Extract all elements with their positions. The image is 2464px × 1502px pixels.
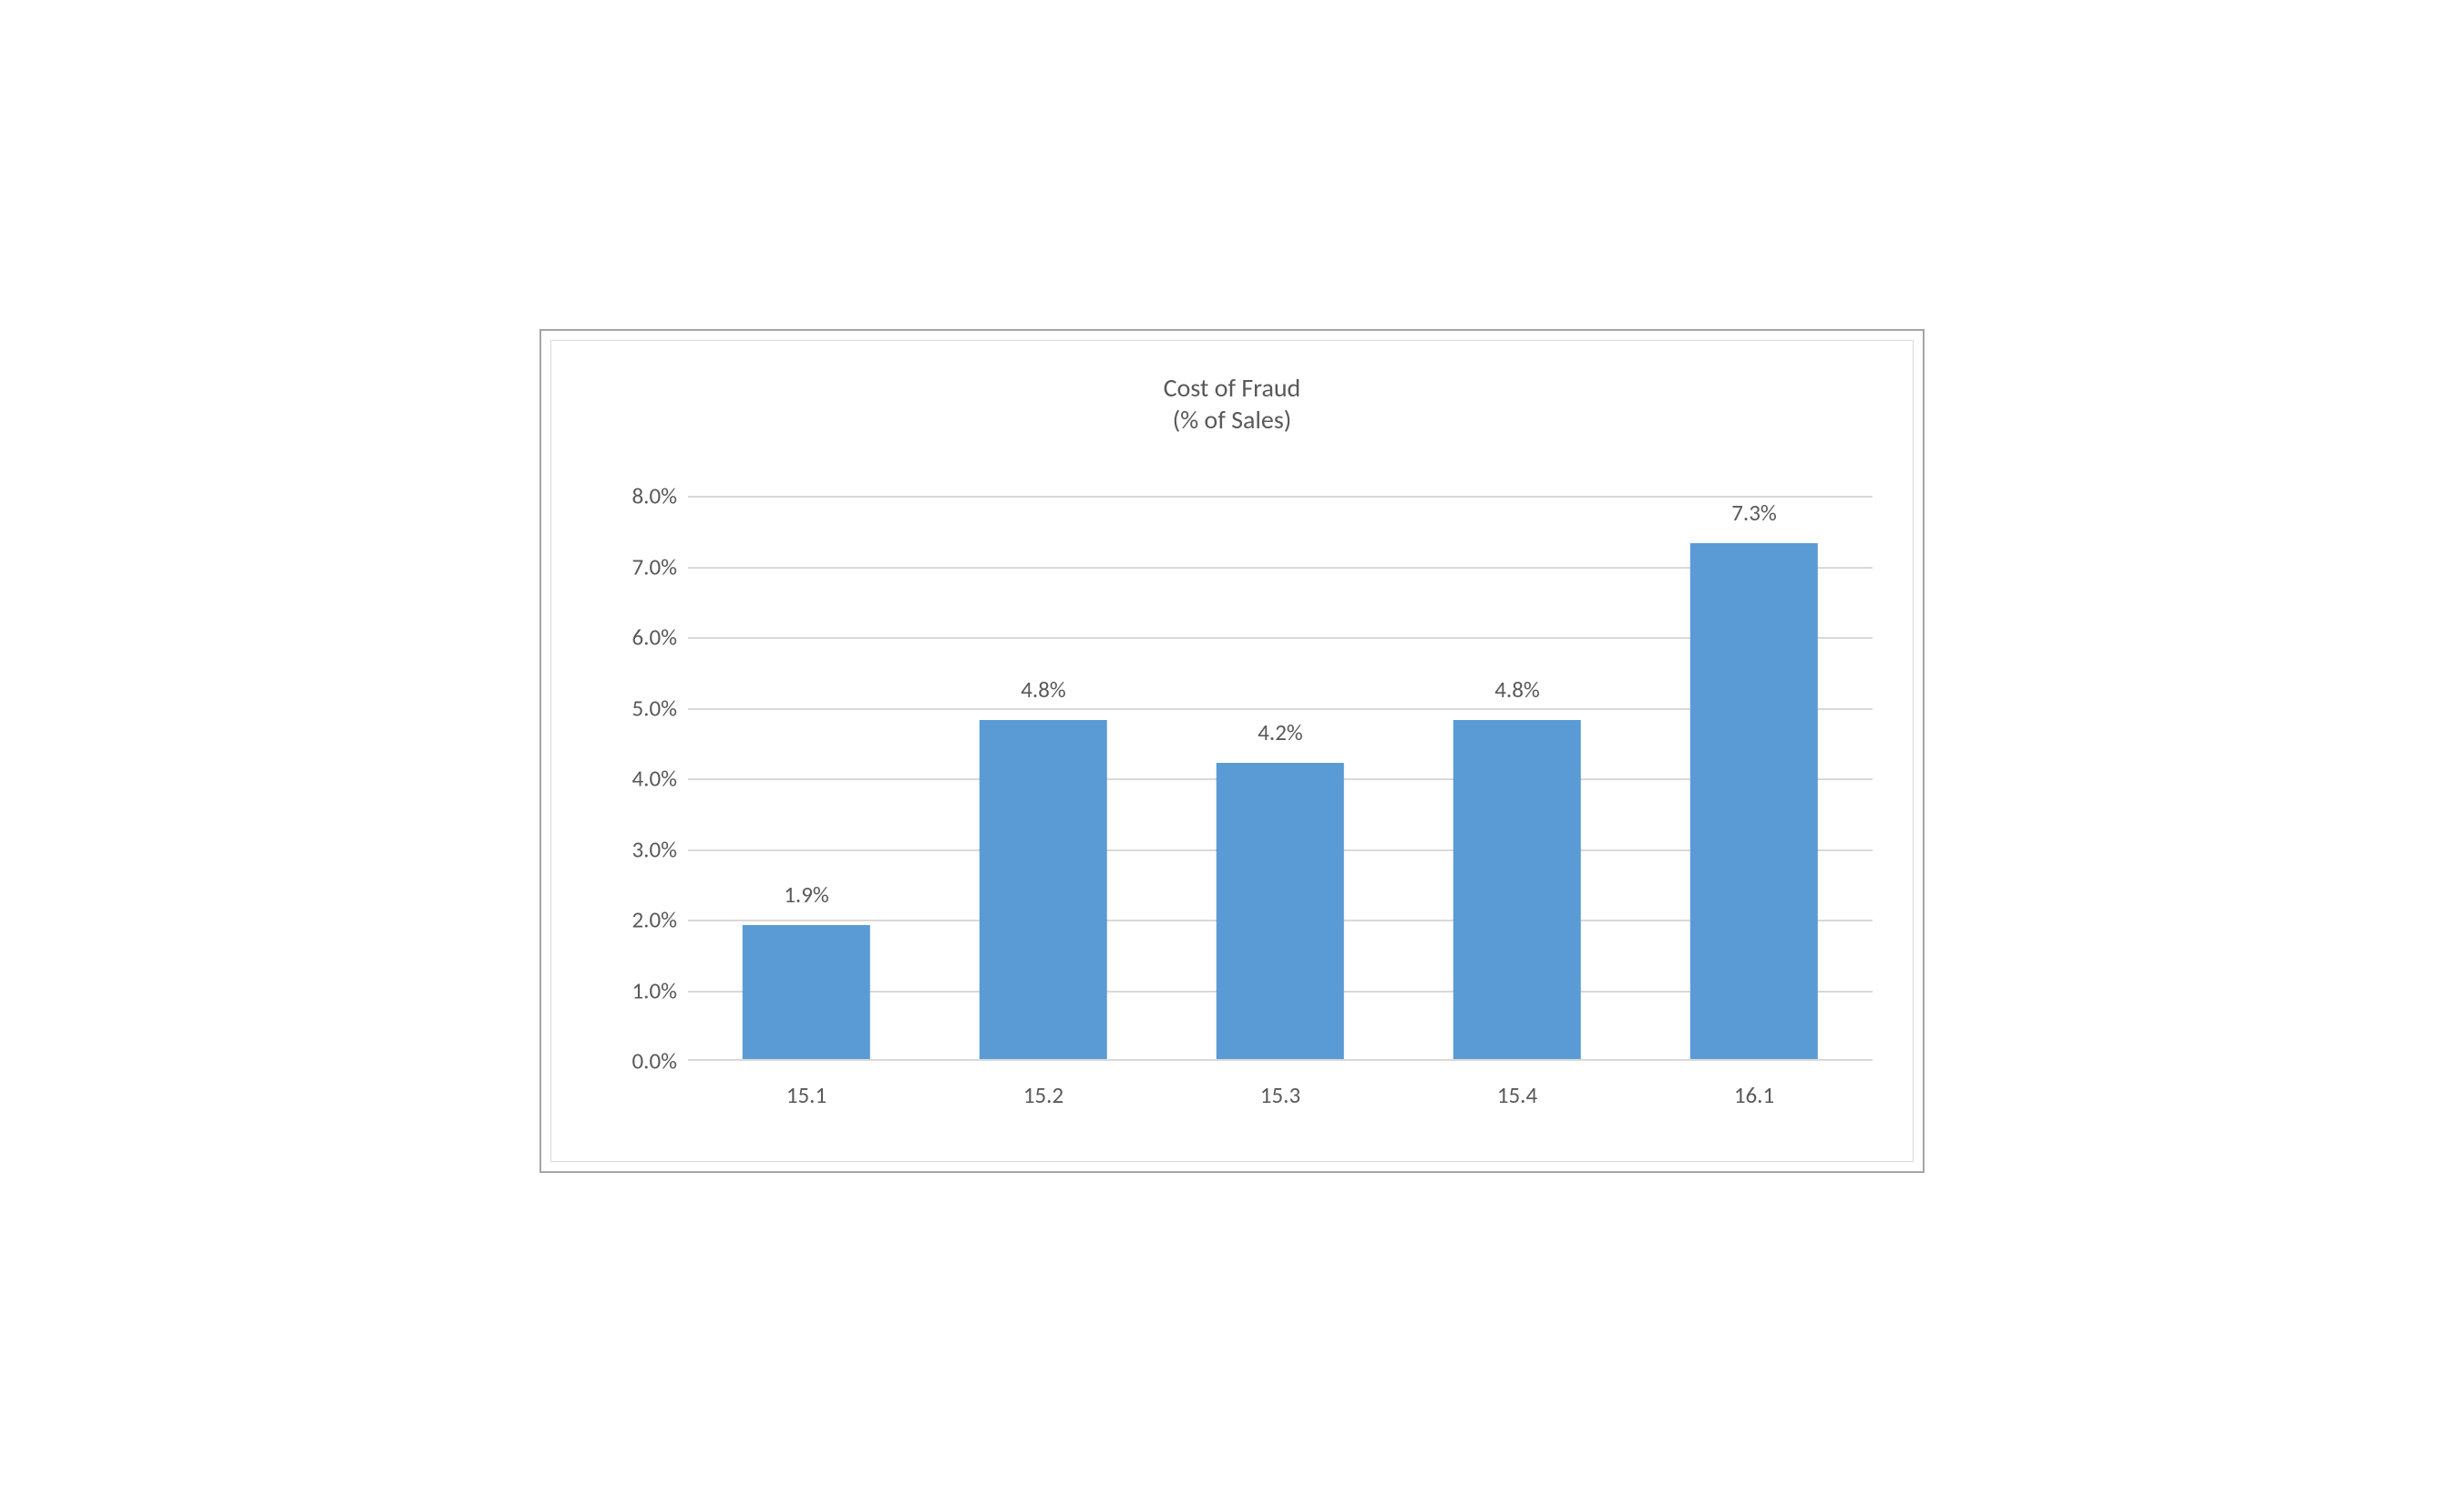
bar-value-label: 1.9% [784, 880, 829, 909]
y-tick-label: 2.0% [631, 906, 688, 934]
bar-slot: 4.8%15.2 [925, 496, 1162, 1059]
bar-value-label: 4.8% [1494, 675, 1540, 704]
y-tick-label: 1.0% [631, 976, 688, 1004]
bar [1217, 763, 1344, 1060]
bar [1453, 720, 1581, 1059]
y-tick-label: 5.0% [631, 694, 688, 722]
plot-area: 1.9%15.14.8%15.24.2%15.34.8%15.47.3%16.1… [688, 496, 1873, 1061]
chart-title-line2: (% of Sales) [551, 404, 1913, 436]
bar [1690, 543, 1818, 1059]
x-tick-label: 15.4 [1497, 1081, 1537, 1109]
bar [743, 925, 870, 1059]
y-tick-label: 3.0% [631, 835, 688, 863]
bar-value-label: 7.3% [1731, 499, 1777, 527]
y-tick-label: 4.0% [631, 765, 688, 793]
bar-slot: 1.9%15.1 [688, 496, 925, 1059]
plot-wrap: 1.9%15.14.8%15.24.2%15.34.8%15.47.3%16.1… [688, 496, 1873, 1061]
bar-value-label: 4.2% [1258, 718, 1303, 746]
y-tick-label: 0.0% [631, 1047, 688, 1075]
bar-slot: 4.8%15.4 [1399, 496, 1636, 1059]
bar [980, 720, 1107, 1059]
bar-slot: 7.3%16.1 [1636, 496, 1873, 1059]
chart-inner-frame: Cost of Fraud (% of Sales) 1.9%15.14.8%1… [550, 340, 1914, 1162]
chart-container: Cost of Fraud (% of Sales) 1.9%15.14.8%1… [539, 329, 1925, 1173]
y-tick-label: 8.0% [631, 482, 688, 510]
x-tick-label: 16.1 [1734, 1081, 1774, 1109]
bars-container: 1.9%15.14.8%15.24.2%15.34.8%15.47.3%16.1 [688, 496, 1873, 1059]
x-tick-label: 15.2 [1023, 1081, 1063, 1109]
bar-slot: 4.2%15.3 [1162, 496, 1399, 1059]
y-tick-label: 6.0% [631, 623, 688, 652]
chart-title: Cost of Fraud (% of Sales) [551, 372, 1913, 436]
y-tick-label: 7.0% [631, 552, 688, 581]
x-tick-label: 15.1 [786, 1081, 826, 1109]
chart-title-line1: Cost of Fraud [551, 372, 1913, 404]
x-tick-label: 15.3 [1260, 1081, 1300, 1109]
bar-value-label: 4.8% [1021, 675, 1066, 704]
